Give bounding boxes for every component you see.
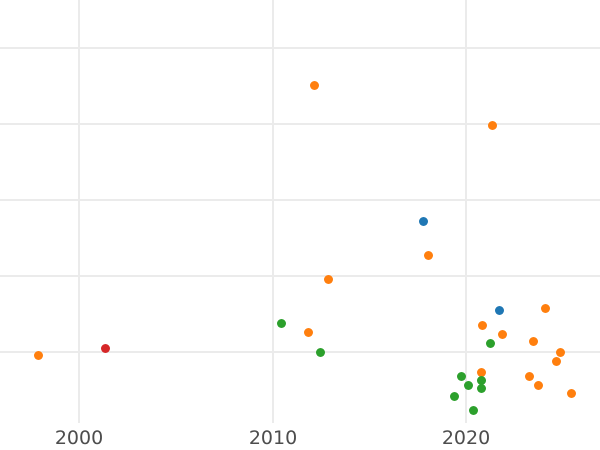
gridline-horizontal — [0, 275, 600, 277]
x-tick-label-2010: 2010 — [248, 427, 298, 449]
gridline-horizontal — [0, 47, 600, 49]
scatter-point — [533, 380, 543, 390]
scatter-point — [456, 371, 466, 381]
scatter-point — [303, 327, 313, 337]
gridline-vertical — [272, 0, 274, 423]
scatter-point — [551, 356, 561, 366]
scatter-point — [487, 120, 497, 130]
scatter-point — [309, 80, 319, 90]
scatter-point — [485, 338, 495, 348]
gridline-horizontal — [0, 199, 600, 201]
gridline-horizontal — [0, 351, 600, 353]
scatter-point — [468, 405, 478, 415]
x-tick-label-2020: 2020 — [441, 427, 491, 449]
scatter-point — [449, 391, 459, 401]
gridline-vertical — [78, 0, 80, 423]
scatter-point — [555, 347, 565, 357]
scatter-point — [100, 343, 110, 353]
gridline-horizontal — [0, 123, 600, 125]
scatter-point — [528, 336, 538, 346]
scatter-point — [476, 375, 486, 385]
scatter-point — [463, 380, 473, 390]
scatter-point — [476, 367, 486, 377]
scatter-point — [476, 383, 486, 393]
scatter-point — [566, 388, 576, 398]
scatter-point — [33, 350, 43, 360]
scatter-point — [315, 347, 325, 357]
scatter-point — [477, 320, 487, 330]
scatter-point — [323, 274, 333, 284]
scatter-point — [276, 318, 286, 328]
gridline-vertical — [465, 0, 467, 423]
scatter-point — [497, 329, 507, 339]
scatter-point — [418, 216, 428, 226]
scatter-point — [524, 371, 534, 381]
scatter-point — [423, 250, 433, 260]
scatter-point — [494, 305, 504, 315]
scatter-point — [540, 303, 550, 313]
x-tick-label-2000: 2000 — [54, 427, 104, 449]
